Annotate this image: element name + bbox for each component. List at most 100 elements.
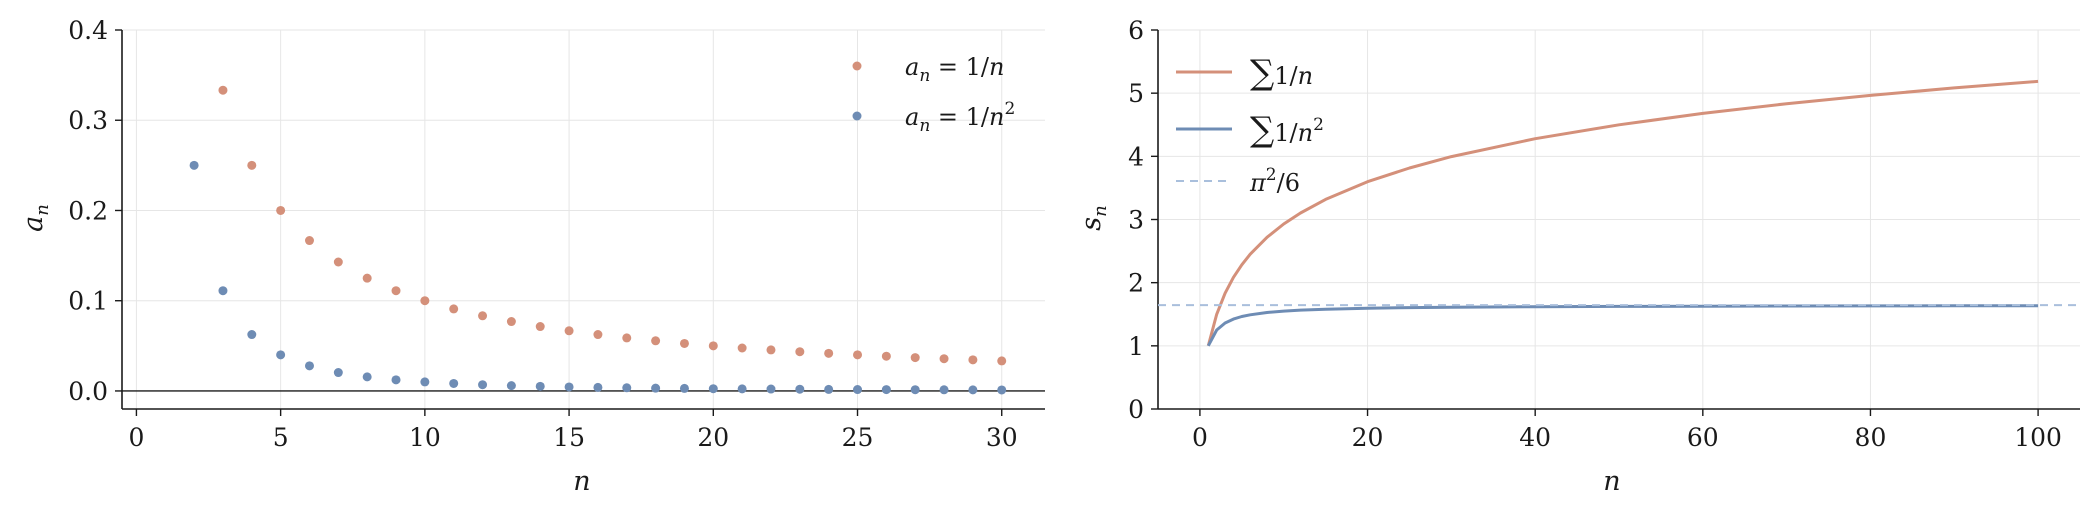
x-tick-label: 15 [553, 423, 585, 452]
data-point-basel [824, 384, 834, 394]
ticks: 0 20 40 60 80 100 0 1 2 3 4 5 6 [1128, 16, 2062, 452]
data-point-harmonic [651, 336, 661, 346]
data-point-basel [708, 384, 718, 394]
data-point-harmonic [247, 160, 257, 170]
x-tick-label: 80 [1855, 423, 1887, 452]
y-tick-label: 3 [1128, 206, 1144, 235]
y-tick-label: 5 [1128, 79, 1144, 108]
data-point-basel [737, 384, 747, 394]
data-point-basel [478, 380, 488, 390]
data-point-basel [506, 381, 516, 391]
data-point-basel [795, 384, 805, 394]
data-point-basel [853, 385, 863, 395]
y-tick-label: 0 [1128, 395, 1144, 424]
legend: an = 1/n an = 1/n2 [852, 53, 1015, 136]
data-points [189, 85, 1007, 395]
x-tick-label: 0 [128, 423, 144, 452]
data-point-basel [247, 330, 257, 340]
legend: ∑1/n ∑1/n2 π2/6 [1176, 53, 1324, 197]
x-tick-label: 20 [1352, 423, 1384, 452]
legend-entry-basel-sum: ∑1/n2 [1250, 110, 1324, 150]
data-point-harmonic [766, 345, 776, 355]
legend-expr: 1/ [1274, 62, 1298, 90]
data-point-harmonic [478, 311, 488, 321]
data-point-harmonic [535, 322, 545, 332]
data-point-harmonic [449, 304, 459, 314]
x-tick-label: 20 [697, 423, 729, 452]
legend-expr: 1/ [1274, 119, 1298, 147]
data-lines [1158, 79, 2080, 347]
data-point-harmonic [593, 330, 603, 340]
series-line-harmonic [1206, 79, 2039, 347]
y-tick-label: 0.0 [68, 377, 108, 406]
legend-var: a [905, 103, 919, 131]
data-point-harmonic [679, 338, 689, 348]
data-point-basel [881, 385, 891, 395]
y-tick-label: 0.1 [68, 287, 108, 316]
data-point-basel [968, 385, 978, 395]
x-tick-label: 25 [842, 423, 874, 452]
data-point-harmonic [968, 355, 978, 365]
y-label-subscript: n [32, 204, 53, 216]
legend-entry-basel: an = 1/n2 [905, 99, 1015, 136]
legend-expr: = 1/ [930, 103, 990, 131]
legend-pi: π [1249, 169, 1267, 197]
y-tick-label: 4 [1128, 142, 1144, 171]
data-point-harmonic [795, 347, 805, 357]
data-point-harmonic [997, 356, 1007, 366]
y-axis-label: sn [1076, 205, 1111, 230]
data-point-harmonic [391, 286, 401, 296]
legend-n: n [989, 103, 1004, 131]
data-point-harmonic [218, 85, 228, 95]
data-point-basel [420, 377, 430, 387]
data-point-harmonic [304, 236, 314, 246]
data-point-harmonic [853, 350, 863, 360]
legend-exp: 2 [1004, 99, 1015, 119]
data-point-basel [535, 381, 545, 391]
data-point-basel [362, 372, 372, 382]
legend-entry-harmonic-sum: ∑1/n [1250, 53, 1313, 93]
y-tick-label: 1 [1128, 332, 1144, 361]
data-point-basel [910, 385, 920, 395]
data-point-basel [593, 382, 603, 392]
legend-n: n [989, 53, 1004, 81]
y-tick-label: 2 [1128, 269, 1144, 298]
data-point-harmonic [910, 353, 920, 363]
series-line-basel [1206, 304, 2039, 347]
data-point-basel [276, 350, 286, 360]
legend-expr: = 1/ [930, 53, 990, 81]
data-point-harmonic [881, 351, 891, 361]
data-point-harmonic [276, 205, 286, 215]
y-axis-label: an [18, 204, 53, 232]
y-label-subscript: n [1090, 205, 1111, 217]
y-tick-label: 0.3 [68, 106, 108, 135]
y-label-main: s [1076, 217, 1107, 231]
data-point-harmonic [506, 317, 516, 327]
legend-var: a [905, 53, 919, 81]
data-point-harmonic [420, 296, 430, 306]
data-point-basel [391, 375, 401, 385]
x-tick-label: 60 [1687, 423, 1719, 452]
x-axis-label: n [1603, 466, 1620, 497]
y-tick-label: 0.4 [68, 16, 108, 45]
legend-n: n [1298, 119, 1313, 147]
legend-exp: 2 [1313, 115, 1324, 135]
data-point-basel [766, 384, 776, 394]
legend-sub: n [919, 66, 930, 86]
data-point-basel [449, 378, 459, 388]
data-point-basel [218, 286, 228, 296]
data-point-harmonic [737, 343, 747, 353]
x-tick-label: 5 [273, 423, 289, 452]
data-point-harmonic [333, 257, 343, 267]
data-point-basel [997, 385, 1007, 395]
data-point-basel [333, 368, 343, 378]
data-point-basel [679, 383, 689, 393]
legend-sigma: ∑ [1250, 53, 1274, 93]
x-tick-label: 10 [409, 423, 441, 452]
legend-exp: 2 [1266, 165, 1277, 185]
data-point-harmonic [362, 273, 372, 283]
legend-sub: n [919, 116, 930, 136]
y-tick-label: 6 [1128, 16, 1144, 45]
data-point-basel [189, 160, 199, 170]
